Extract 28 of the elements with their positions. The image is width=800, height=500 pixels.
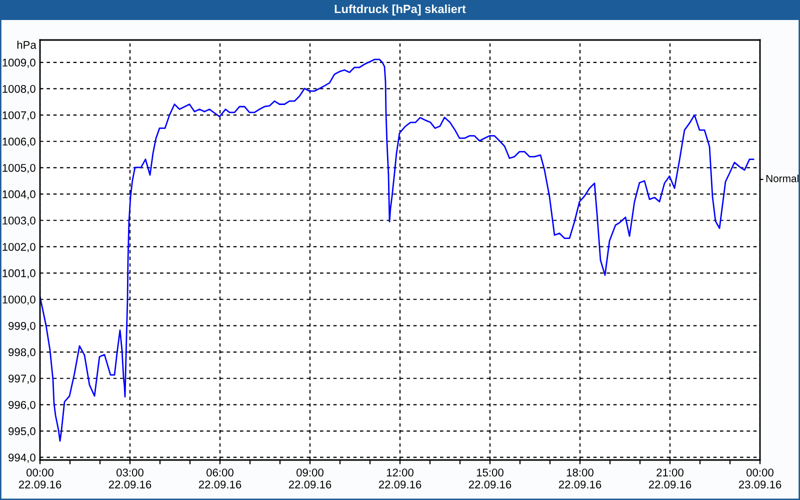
y-tick-label: 1006,0 [2, 138, 36, 147]
x-tick-label: 09:00 22.09.16 [288, 468, 332, 488]
x-tick-label: 18:00 22.09.16 [558, 468, 602, 488]
y-tick-label: 1001,0 [2, 269, 36, 278]
x-tick-label: 00:00 23.09.16 [738, 468, 782, 488]
x-tick-label: 03:00 22.09.16 [108, 468, 152, 488]
y-tick-label: 1008,0 [2, 84, 36, 94]
x-tick-label: 12:00 22.09.16 [378, 468, 422, 488]
y-tick-label: 996,0 [8, 400, 36, 410]
y-axis-title: hPa [17, 40, 36, 49]
y-tick-label: 997,0 [8, 374, 36, 384]
x-tick-label: 21:00 22.09.16 [648, 468, 692, 488]
x-tick-label: 06:00 22.09.16 [198, 468, 242, 488]
x-tick-label: 15:00 22.09.16 [468, 468, 512, 488]
y-tick-label: 1000,0 [2, 296, 36, 305]
y-tick-label: 998,0 [8, 348, 36, 358]
y-tick-label: 1003,0 [2, 216, 36, 226]
y-tick-label: 1005,0 [2, 164, 36, 174]
y-tick-label: 1009,0 [2, 58, 36, 68]
text: Normal [766, 174, 798, 182]
x-tick-label: 00:00 22.09.16 [18, 468, 62, 488]
y-tick-label: 1004,0 [2, 190, 36, 200]
y-tick-label: 995,0 [8, 427, 36, 436]
y-tick-label: 994,0 [8, 454, 36, 463]
y-tick-label: 999,0 [8, 322, 36, 332]
y-tick-label: 1007,0 [2, 111, 36, 120]
y-tick-label: 1002,0 [2, 242, 36, 252]
chart-title: Luftdruck [hPa] skaliert [334, 4, 466, 16]
